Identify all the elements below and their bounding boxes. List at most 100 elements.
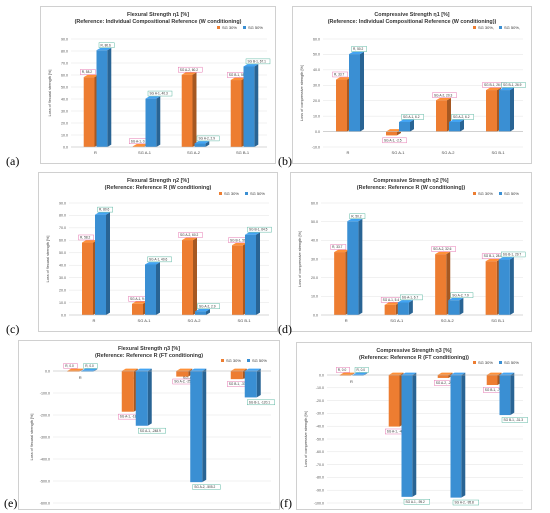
chart-0-bar-front — [181, 74, 193, 147]
chart-5-ytick: -80.0 — [316, 476, 324, 480]
chart-2-bar-front — [195, 311, 206, 315]
chart-1-ytick: 10.0 — [313, 114, 320, 118]
panel-letter-f: (f) — [280, 496, 292, 510]
chart-3-bar-sg30 — [334, 249, 350, 315]
chart-5-bar-top — [486, 372, 502, 375]
chart-1-bar-front — [486, 90, 497, 132]
chart-panel-d: Compressive Strength η2 [%] (Reference: R… — [290, 172, 532, 332]
chart-4-bar-front — [121, 371, 134, 412]
chart-5-ytick: -20.0 — [316, 399, 324, 403]
chart-svg: Compressive Strength η1 [%](Reference: I… — [300, 12, 526, 155]
chart-5-bar-front — [352, 375, 364, 376]
chart-0-legend-swatch — [217, 26, 220, 29]
panel-letter-d: (d) — [278, 322, 292, 336]
chart-2-bar-front — [132, 303, 143, 315]
chart-0-bar-front — [145, 98, 157, 147]
chart-3-bar-sg50 — [498, 257, 514, 315]
chart-0-bar-top — [83, 74, 99, 78]
chart-5-data-label-box — [354, 367, 369, 373]
chart-4-bar-side — [202, 368, 207, 483]
chart-2-data-label-box — [97, 206, 113, 213]
chart-0-ytick: 60.0 — [61, 73, 68, 77]
chart-3-data-label-box — [330, 244, 347, 250]
chart-2-legend-label: SG 50% — [250, 191, 265, 196]
chart-1-bar-top — [486, 87, 501, 91]
chart-4-ytick: 0.0 — [45, 369, 50, 373]
chart-1-category-label: R — [347, 150, 350, 155]
chart-2-bar-top — [182, 237, 197, 241]
chart-2-ytick: 60.0 — [59, 239, 66, 243]
chart-1-ytick: 60.0 — [313, 37, 320, 41]
chart-5-bar-front — [486, 375, 498, 385]
chart-0-bar-side — [254, 64, 259, 147]
chart-3-bar-top — [485, 258, 501, 262]
chart-1-data-label-box — [451, 114, 474, 120]
chart-1-data-label: SG A-1, -2.5 — [384, 138, 402, 142]
chart-3-ytick: 60.0 — [311, 201, 318, 205]
chart-1-bar-sg30 — [486, 87, 501, 132]
chart-3-data-label: R, 33.7 — [332, 245, 343, 249]
chart-1-bar-sg50 — [349, 51, 364, 132]
chart-0-bar-side — [205, 141, 210, 147]
chart-5-bar-sg30 — [388, 372, 404, 427]
chart-2-data-label-box — [147, 256, 172, 263]
chart-4-data-label: R, 0.0 — [65, 364, 74, 368]
chart-1-bar-top — [449, 119, 464, 123]
chart-0-bar-sg30 — [132, 144, 148, 147]
chart-4-legend-label: SG 30% — [226, 358, 241, 363]
chart-2-bar-top — [95, 212, 110, 215]
chart-4-ylabel: Loss of flexural strength [%] — [30, 414, 34, 461]
chart-0-data-label: R, 80.6 — [101, 43, 112, 47]
chart-0-bar-sg50 — [96, 47, 112, 147]
chart-4-ytick: -600.0 — [40, 501, 50, 505]
chart-5-bar-front — [437, 375, 449, 378]
chart-4-bar-side — [256, 368, 261, 398]
chart-4-subtitle: (Reference: Reference R (FT conditioning… — [95, 353, 203, 359]
chart-5-legend-label: SG 50% — [504, 360, 519, 365]
chart-1-data-label: R, 33.7 — [334, 73, 345, 77]
chart-3-bar-sg30 — [384, 302, 400, 315]
chart-3-data-label-box — [349, 213, 366, 219]
chart-3-category-label: SG A-1 — [390, 318, 404, 323]
chart-5-data-label: SG B-1, -31.3 — [504, 418, 524, 422]
chart-5-category-label: R — [350, 379, 353, 384]
chart-3-ytick: 40.0 — [311, 239, 318, 243]
chart-2-bar-sg50 — [245, 232, 260, 315]
chart-3-legend-label: SG 50% — [504, 191, 519, 196]
chart-3-bar-front — [347, 221, 359, 315]
chart-3-ytick: 30.0 — [311, 257, 318, 261]
chart-1-data-label: SG A-1, 6.2 — [403, 115, 420, 119]
chart-svg: Compressive Strength η2 [%](Reference: R… — [298, 178, 526, 323]
chart-3-category-label: SG A-2 — [441, 318, 455, 323]
chart-4-bar-sg30 — [121, 368, 138, 412]
chart-4-ytick: -400.0 — [40, 457, 50, 461]
chart-0-bar-top — [181, 72, 197, 75]
chart-2-bar-top — [232, 242, 247, 246]
chart-4-bar-front — [230, 371, 243, 380]
chart-4-legend-swatch — [221, 359, 224, 362]
chart-3-bar-front — [334, 252, 346, 315]
chart-2-title: Flexural Strength η2 [%] — [127, 178, 189, 184]
chart-4-data-label: SG A-1, -248.9 — [140, 429, 161, 433]
chart-4-bar-front — [244, 371, 257, 398]
chart-panel-f: Compressive Strength η3 [%] (Reference: R… — [296, 342, 532, 510]
chart-1-bar-side — [410, 119, 414, 132]
chart-1-ytick: 30.0 — [313, 84, 320, 88]
chart-4-bar-top — [135, 368, 152, 371]
chart-0-bar-top — [145, 96, 161, 99]
chart-1-bar-front — [336, 79, 347, 132]
chart-1-ytick: 40.0 — [313, 68, 320, 72]
chart-5-bar-top — [499, 372, 515, 375]
chart-1-category-label: SG B-1 — [491, 150, 505, 155]
chart-2-bar-top — [145, 262, 160, 265]
chart-2-data-label: SG B-1, 64.5 — [249, 228, 268, 232]
chart-3-data-label: SG B-1, 28.8 — [484, 254, 503, 258]
chart-1-data-label: SG A-2, 6.2 — [453, 115, 470, 119]
chart-1-bar-top — [499, 87, 514, 91]
chart-5-data-label: SG A-1, -95.2 — [406, 500, 426, 504]
chart-2-bar-side — [193, 237, 197, 315]
chart-3-bar-side — [446, 251, 451, 315]
chart-panel-c: Flexural Strength η2 [%] (Reference: Refe… — [38, 172, 278, 332]
chart-5-legend-swatch — [499, 361, 502, 364]
chart-0-data-label: R, 58.2 — [82, 70, 93, 74]
